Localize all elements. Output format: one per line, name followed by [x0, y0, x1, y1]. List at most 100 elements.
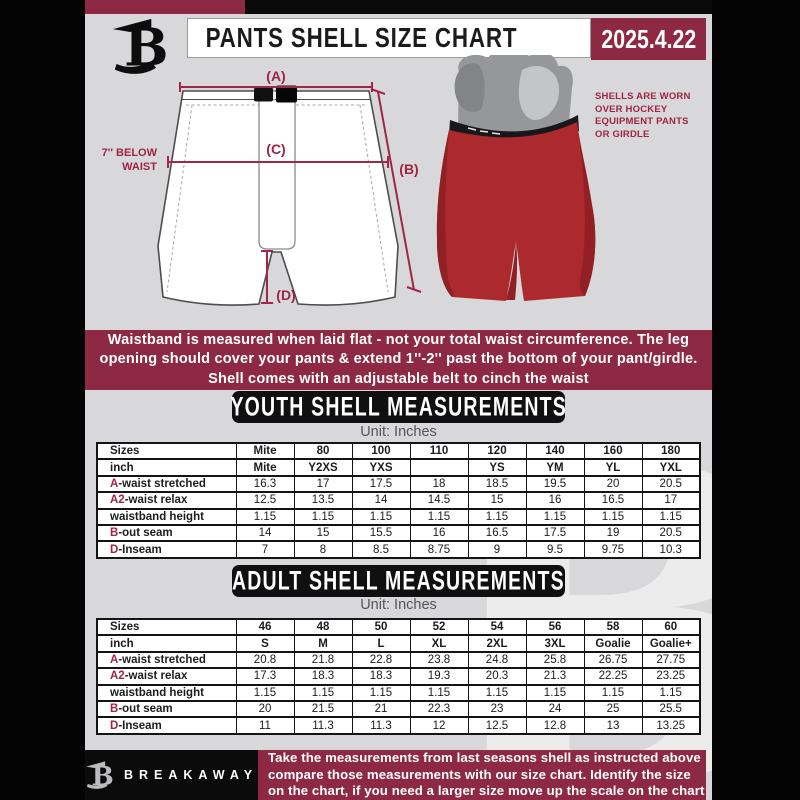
- value-cell: 10.3: [641, 540, 701, 559]
- value-cell: 22.25: [583, 667, 643, 686]
- page-title: PANTS SHELL SIZE CHART: [205, 22, 518, 53]
- value-cell: 52: [409, 617, 469, 637]
- value-cell: 8.75: [409, 540, 469, 559]
- value-cell: 18.5: [467, 474, 527, 494]
- value-cell: 12.5: [235, 491, 295, 510]
- value-cell: 1.15: [525, 683, 585, 702]
- below-waist-note: 7'' BELOW WAIST: [101, 147, 157, 173]
- value-cell: 25: [583, 699, 643, 719]
- value-cell: 1.15: [235, 507, 295, 526]
- value-cell: 19: [583, 523, 643, 543]
- value-cell: 16.5: [467, 523, 527, 543]
- value-cell: 16.5: [583, 491, 643, 510]
- value-cell: 14: [235, 523, 295, 543]
- measure-label-c: (C): [266, 141, 285, 157]
- value-cell: 1.15: [293, 507, 353, 526]
- value-cell: 26.75: [583, 650, 643, 670]
- shells-worn-note: SHELLS ARE WORN OVER HOCKEY EQUIPMENT PA…: [595, 91, 691, 140]
- value-cell: Y2XS: [293, 458, 353, 477]
- value-cell: 19.5: [525, 474, 585, 494]
- value-cell: 24.8: [467, 650, 527, 670]
- table-row: D-Inseam 7 8 8.5 8.75 9 9.5 9.75 10.3: [96, 540, 701, 559]
- value-cell: YM: [525, 458, 585, 477]
- title-bar: PANTS SHELL SIZE CHART: [187, 18, 591, 58]
- table-row: B-out seam 20 21.5 21 22.3 23 24 25 25.5: [96, 699, 701, 719]
- value-cell: 22.8: [351, 650, 411, 670]
- value-cell: 12: [409, 716, 469, 735]
- row-label: Sizes: [96, 441, 237, 461]
- value-cell: 16: [525, 491, 585, 510]
- value-cell: 48: [293, 617, 353, 637]
- value-cell: 18: [409, 474, 469, 494]
- value-cell: 12.8: [525, 716, 585, 735]
- document-sheet: B PANTS SHELL SIZE CHART 2025.4.22: [85, 0, 712, 800]
- value-cell: 20: [235, 699, 295, 719]
- value-cell: 24: [525, 699, 585, 719]
- value-cell: 1.15: [641, 683, 701, 702]
- value-cell: 18.3: [293, 667, 353, 686]
- value-cell: 80: [293, 441, 353, 461]
- measurement-lines: [167, 82, 422, 304]
- value-cell: L: [351, 634, 411, 653]
- top-black-strip: [245, 0, 712, 14]
- table-row: A-waist stretched 16.3 17 17.5 18 18.5 19.5 20 2…: [96, 474, 701, 494]
- value-cell: Mite: [235, 441, 295, 461]
- value-cell: 9.75: [583, 540, 643, 559]
- value-cell: 46: [235, 617, 295, 637]
- value-cell: S: [235, 634, 295, 653]
- value-cell: 11.3: [293, 716, 353, 735]
- table-row: D-Inseam 11 11.3 11.3 12 12.5 12.8 13 13.25: [96, 716, 701, 735]
- value-cell: 14: [351, 491, 411, 510]
- value-cell: 20.5: [641, 474, 701, 494]
- value-cell: 1.15: [641, 507, 701, 526]
- value-cell: 14.5: [409, 491, 469, 510]
- row-label: waistband height: [96, 507, 237, 526]
- adult-size-table: Sizes 46 48 50 52 54 56 58 60 inch S M L XL 2XL 3XL Goal…: [96, 617, 701, 735]
- breakaway-logo-icon: B: [112, 18, 169, 77]
- value-cell: M: [293, 634, 353, 653]
- value-cell: 1.15: [351, 683, 411, 702]
- row-label: waistband height: [96, 683, 237, 702]
- value-cell: 54: [467, 617, 527, 637]
- value-cell: 21: [351, 699, 411, 719]
- value-cell: 58: [583, 617, 643, 637]
- value-cell: 1.15: [467, 507, 527, 526]
- value-cell: XL: [409, 634, 469, 653]
- value-cell: 17: [641, 491, 701, 510]
- value-cell: 9: [467, 540, 527, 559]
- table-row: A-waist stretched 20.8 21.8 22.8 23.8 24.8 25.…: [96, 650, 701, 670]
- value-cell: 2XL: [467, 634, 527, 653]
- table-row: waistband height 1.15 1.15 1.15 1.15 1.15 1.15…: [96, 507, 701, 526]
- date-badge: 2025.4.22: [591, 18, 706, 60]
- value-cell: 1.15: [409, 683, 469, 702]
- date-text: 2025.4.22: [601, 23, 696, 54]
- value-cell: 160: [583, 441, 643, 461]
- value-cell: 11: [235, 716, 295, 735]
- value-cell: 1.15: [583, 683, 643, 702]
- value-cell: 20.5: [641, 523, 701, 543]
- value-cell: 11.3: [351, 716, 411, 735]
- value-cell: 16.3: [235, 474, 295, 494]
- value-cell: 16: [409, 523, 469, 543]
- footer-note: Take the measurements from last seasons …: [268, 750, 705, 799]
- value-cell: 8.5: [351, 540, 411, 559]
- value-cell: 17.5: [525, 523, 585, 543]
- value-cell: 9.5: [525, 540, 585, 559]
- value-cell: 60: [641, 617, 701, 637]
- youth-section-heading: YOUTH SHELL MEASUREMENTS: [230, 391, 566, 423]
- value-cell: [409, 458, 469, 477]
- value-cell: 17.5: [351, 474, 411, 494]
- value-cell: 7: [235, 540, 295, 559]
- value-cell: 1.15: [409, 507, 469, 526]
- row-label: Sizes: [96, 617, 237, 637]
- pants-measurement-diagram: (A) (B) (C) (D): [157, 55, 596, 306]
- value-cell: YS: [467, 458, 527, 477]
- row-label: A-waist stretched: [96, 474, 237, 494]
- value-cell: 13.5: [293, 491, 353, 510]
- row-label: A2-waist relax: [96, 491, 237, 510]
- shell-over-girdle-photo: [436, 55, 596, 301]
- value-cell: 13: [583, 716, 643, 735]
- youth-unit-label: Unit: Inches: [360, 424, 437, 440]
- value-cell: 20: [583, 474, 643, 494]
- measure-label-a: (A): [266, 68, 285, 84]
